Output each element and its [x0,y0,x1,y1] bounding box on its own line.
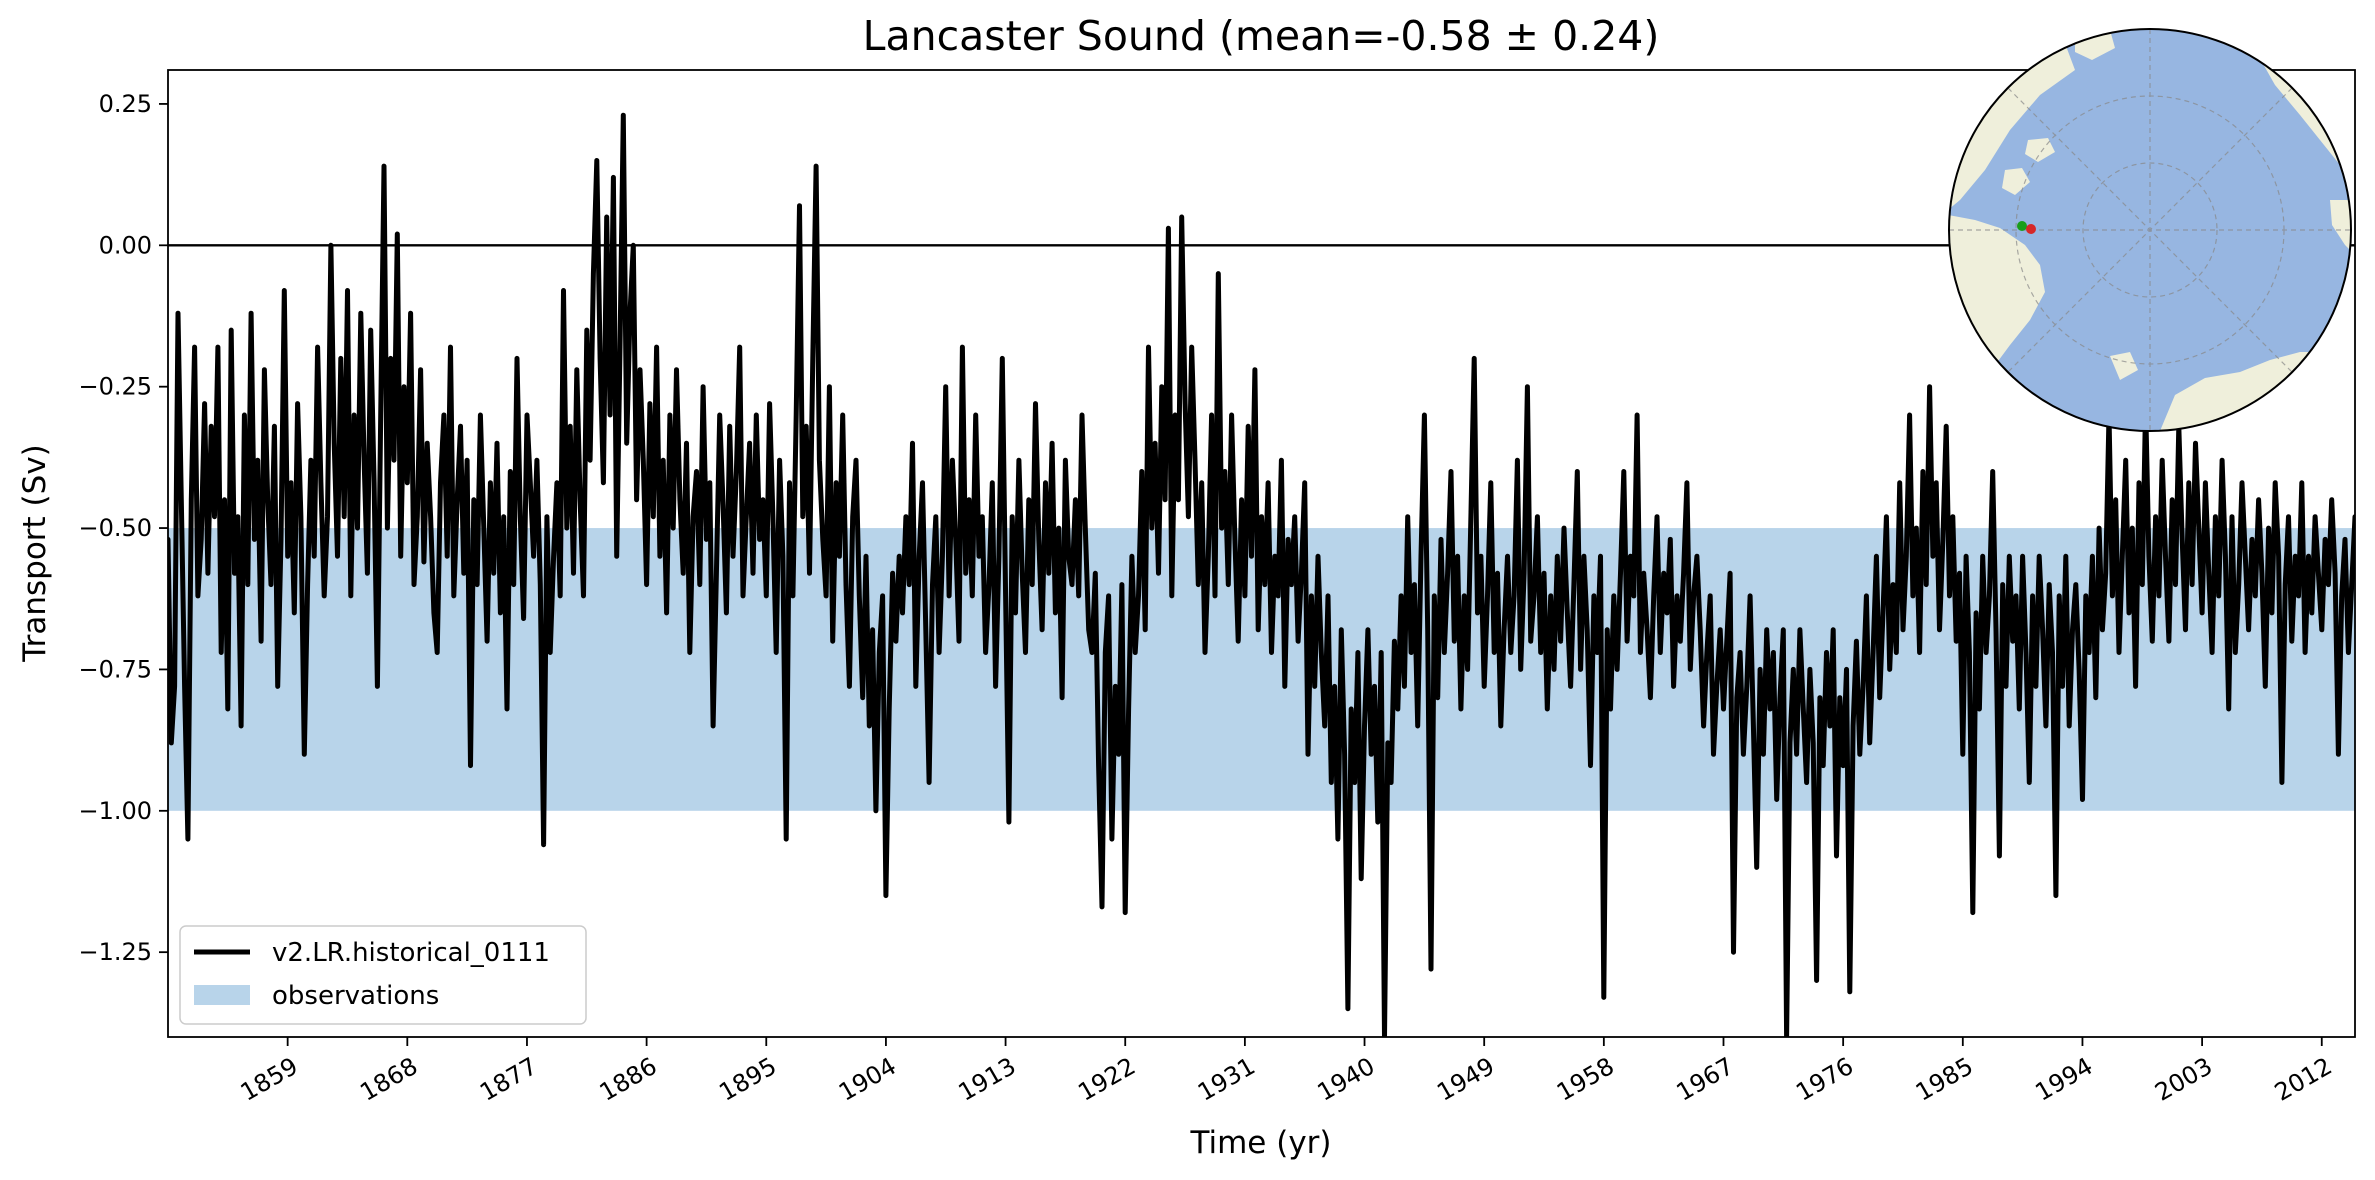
chart-title: Lancaster Sound (mean=-0.58 ± 0.24) [863,12,1660,60]
legend-box [179,925,587,1025]
x-tick-label: 1931 [1193,1052,1260,1107]
x-axis-label: Time (yr) [1190,1125,1332,1161]
x-axis: 1859 1868 1877 1886 1895 1904 1913 1922 1931 1940… [236,1037,2337,1107]
legend-series-label: v2.LR.historical_0111 [272,938,550,968]
x-tick-label: 1967 [1672,1052,1739,1107]
x-tick-label: 2012 [2270,1052,2337,1107]
x-tick-label: 1949 [1432,1052,1499,1107]
plot-frame [167,69,2356,1038]
x-tick-label: 1922 [1073,1052,1140,1107]
legend: v2.LR.historical_0111 observations [179,925,587,1025]
y-axis: 0.25 0.00 −0.25 −0.50 −0.75 −1.00 −1.25 [78,90,168,966]
y-tick-label: −1.00 [78,797,152,825]
inset-polar-map [1948,28,2352,432]
y-tick-label: −0.75 [78,655,152,683]
x-tick-label: 1976 [1791,1052,1858,1107]
legend-observations-swatch [194,985,250,1005]
x-tick-label: 2003 [2150,1052,2217,1107]
y-tick-label: −0.25 [78,373,152,401]
x-tick-label: 1877 [475,1052,542,1107]
x-tick-label: 1940 [1313,1052,1380,1107]
map-marker-red [2026,224,2036,234]
x-tick-label: 1895 [714,1052,781,1107]
x-tick-label: 1985 [1911,1052,1978,1107]
x-tick-label: 1859 [236,1052,303,1107]
map-graticule [1949,29,2351,431]
map-marker-green [2017,221,2027,231]
x-tick-label: 1868 [355,1052,422,1107]
x-tick-label: 1904 [834,1052,901,1107]
y-tick-label: 0.25 [99,90,152,118]
y-tick-label: −1.25 [78,938,152,966]
x-tick-label: 1994 [2031,1052,2098,1107]
y-tick-label: −0.50 [78,514,152,542]
x-tick-label: 1958 [1552,1052,1619,1107]
legend-observations-label: observations [272,981,439,1011]
x-tick-label: 1886 [595,1052,662,1107]
x-tick-label: 1913 [954,1052,1021,1107]
y-axis-label: Transport (Sv) [17,444,53,663]
y-tick-label: 0.00 [99,231,152,259]
plot-area [168,112,2355,1037]
series-line-v2-lr-historical-0111 [168,112,2355,1037]
